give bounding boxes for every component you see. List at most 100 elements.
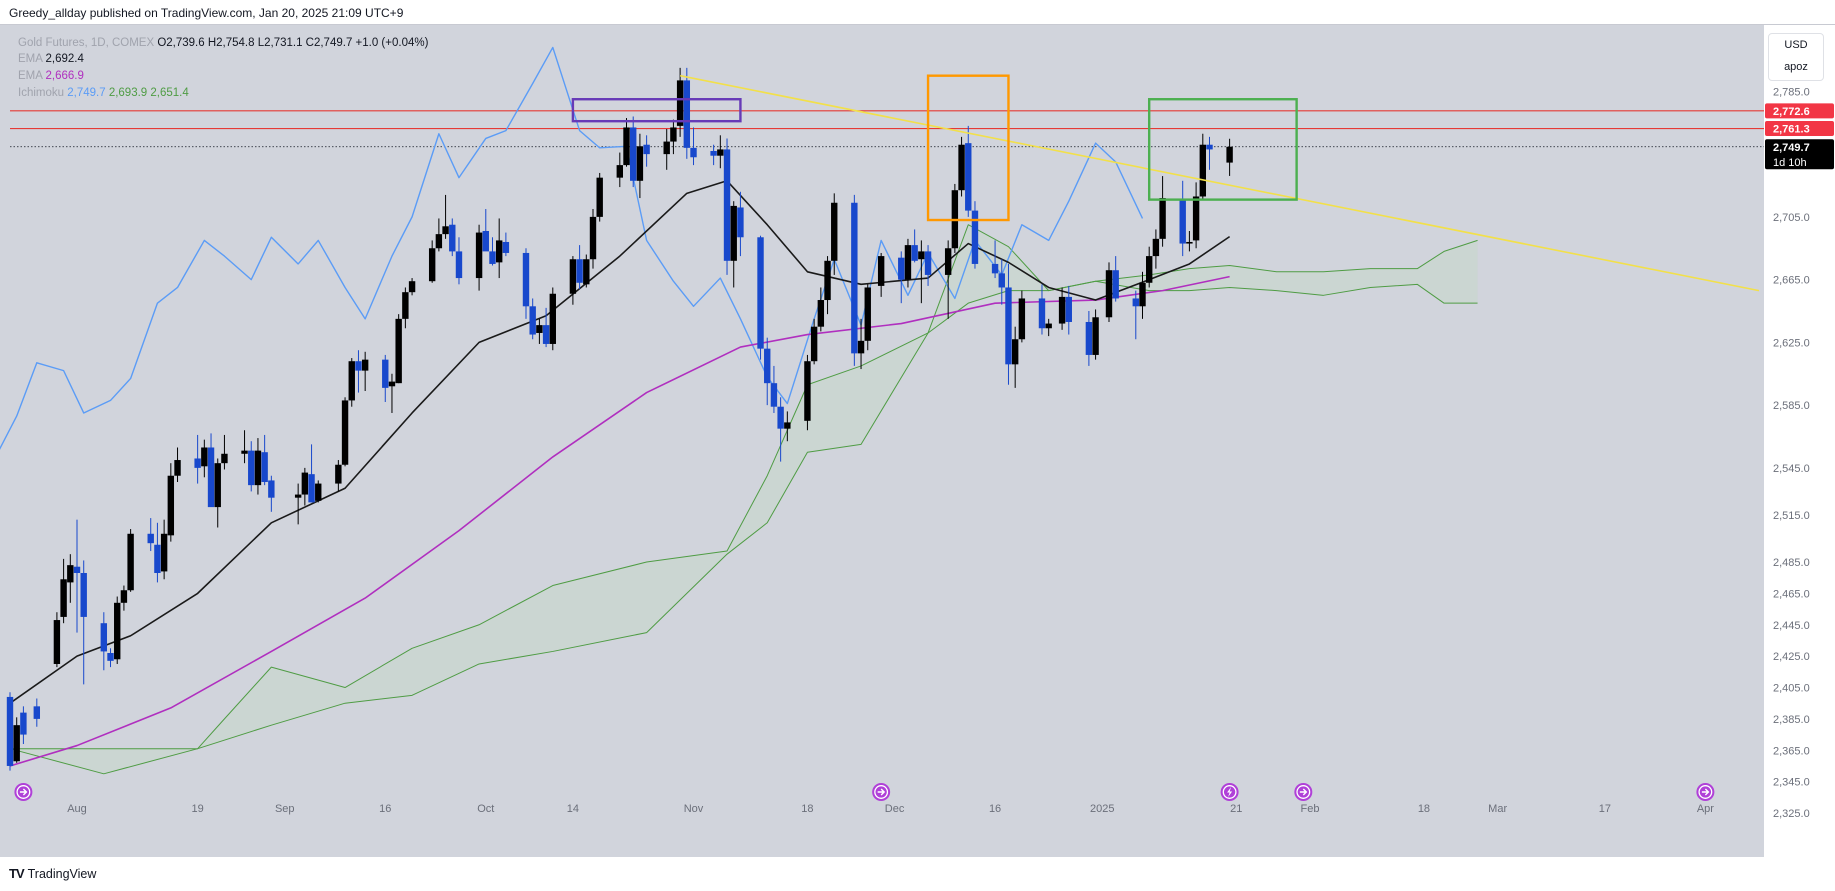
price-chart[interactable]: 2,785.0 2,705.0 2,665.0 2,625.0 2,585.0 2,545… bbox=[0, 25, 1835, 857]
candle-body bbox=[1145, 256, 1153, 283]
event-arrow-icon[interactable] bbox=[1696, 783, 1715, 801]
candle-body bbox=[435, 234, 443, 249]
candle-body bbox=[536, 325, 543, 333]
candle-body bbox=[147, 533, 154, 544]
candle-body bbox=[998, 273, 1005, 288]
candle-body bbox=[248, 450, 255, 486]
candle-body bbox=[864, 287, 871, 341]
price-axis-tag-value: 2,761.3 bbox=[1773, 124, 1810, 136]
candle-body bbox=[408, 281, 416, 293]
box-purple bbox=[571, 98, 742, 123]
legend-ichimoku-v1: 2,749.7 bbox=[67, 87, 106, 99]
candle-body bbox=[13, 725, 20, 762]
candle-body bbox=[804, 361, 811, 421]
candle-body bbox=[1139, 282, 1146, 307]
candle-body bbox=[730, 205, 737, 261]
candle-body bbox=[268, 480, 275, 498]
y-tick-label: 2,425.0 bbox=[1773, 651, 1810, 663]
candle-body bbox=[851, 202, 858, 354]
candle-body bbox=[857, 340, 865, 354]
x-tick-label: 18 bbox=[801, 803, 813, 815]
legend-ichimoku-v3: 2,651.4 bbox=[150, 87, 189, 99]
candle-body bbox=[120, 590, 128, 603]
candle-body bbox=[1085, 321, 1093, 355]
x-tick-label: Sep bbox=[275, 803, 295, 815]
candle-body bbox=[737, 207, 744, 238]
candle-body bbox=[583, 259, 590, 285]
event-arrow-icon[interactable] bbox=[1294, 783, 1313, 801]
candle-body bbox=[991, 263, 999, 274]
candle-body bbox=[770, 383, 778, 407]
y-tick-label: 2,465.0 bbox=[1773, 588, 1810, 600]
candle-body bbox=[670, 127, 677, 142]
candle-body bbox=[1192, 196, 1200, 241]
legend-ema-fast-label: EMA bbox=[18, 53, 43, 65]
candle-body bbox=[174, 460, 181, 476]
earnings-lightning-icon[interactable] bbox=[1220, 783, 1239, 801]
candle-body bbox=[60, 579, 67, 617]
candle-body bbox=[361, 359, 369, 371]
candle-body bbox=[100, 623, 108, 652]
x-tick-label: 16 bbox=[379, 803, 391, 815]
candle-body bbox=[549, 293, 556, 344]
candle-body bbox=[308, 474, 315, 503]
candle-body bbox=[777, 406, 784, 429]
candle-body bbox=[576, 259, 583, 283]
candle-body bbox=[1152, 238, 1160, 257]
candle-body bbox=[348, 361, 355, 401]
candle-body bbox=[1005, 287, 1012, 365]
candle-body bbox=[924, 251, 932, 275]
candle-body bbox=[315, 483, 322, 501]
y-tick-label: 2,705.0 bbox=[1773, 212, 1810, 224]
currency-unit-selector[interactable]: USD apoz bbox=[1768, 33, 1824, 81]
cloud-span-b-line bbox=[9, 280, 1478, 775]
candle-body bbox=[221, 453, 228, 464]
event-arrow-icon[interactable] bbox=[14, 783, 33, 801]
brand-name: TradingView bbox=[27, 866, 97, 881]
candle-body bbox=[676, 80, 684, 126]
price-axis-tag-value: 2,749.7 bbox=[1773, 142, 1810, 154]
candle-body bbox=[495, 240, 503, 263]
candle-body bbox=[80, 572, 87, 617]
footer-brand[interactable]: TV TradingView bbox=[9, 866, 96, 881]
candle-body bbox=[1179, 199, 1186, 244]
x-tick-label: 18 bbox=[1418, 803, 1430, 815]
y-tick-label: 2,585.0 bbox=[1773, 400, 1810, 412]
candle-body bbox=[33, 706, 41, 719]
unit-label[interactable]: apoz bbox=[1784, 61, 1808, 73]
candle-body bbox=[455, 251, 463, 279]
x-tick-label: 2025 bbox=[1090, 803, 1114, 815]
candle-body bbox=[643, 144, 650, 155]
y-tick-label: 2,345.0 bbox=[1773, 777, 1810, 789]
candle-body bbox=[589, 216, 597, 260]
candle-body bbox=[764, 348, 771, 384]
candle-body bbox=[965, 143, 972, 211]
box-green bbox=[1147, 98, 1298, 201]
candle-body bbox=[355, 361, 362, 371]
cloud-span-a-line bbox=[10, 224, 1478, 750]
candle-body bbox=[831, 202, 838, 261]
candle-body bbox=[636, 146, 644, 181]
legend-ichimoku-row: Ichimoku 2,749.7 2,693.9 2,651.4 bbox=[18, 87, 189, 99]
event-arrow-icon[interactable] bbox=[872, 783, 891, 801]
candle-body bbox=[877, 256, 885, 286]
candle-body bbox=[160, 533, 168, 572]
candle-body bbox=[596, 177, 603, 217]
y-tick-label: 2,365.0 bbox=[1773, 745, 1810, 757]
x-tick-label: Dec bbox=[885, 803, 905, 815]
candle-body bbox=[254, 450, 262, 486]
candle-body bbox=[301, 472, 309, 495]
candle-body bbox=[1065, 296, 1072, 322]
candle-body bbox=[107, 653, 114, 661]
legend-ema-fast-value: 2,692.4 bbox=[45, 53, 84, 65]
candle-body bbox=[341, 400, 349, 465]
y-tick-label: 2,325.0 bbox=[1773, 808, 1810, 820]
candle-body bbox=[20, 712, 27, 735]
candle-body bbox=[201, 447, 208, 467]
x-tick-label: Feb bbox=[1301, 803, 1320, 815]
chart-area[interactable]: 2,785.0 2,705.0 2,665.0 2,625.0 2,585.0 2,545… bbox=[0, 24, 1835, 857]
price-axis-tag bbox=[1765, 139, 1834, 170]
currency-label[interactable]: USD bbox=[1784, 39, 1808, 51]
candle-body bbox=[529, 306, 536, 335]
candle-body bbox=[502, 241, 510, 253]
